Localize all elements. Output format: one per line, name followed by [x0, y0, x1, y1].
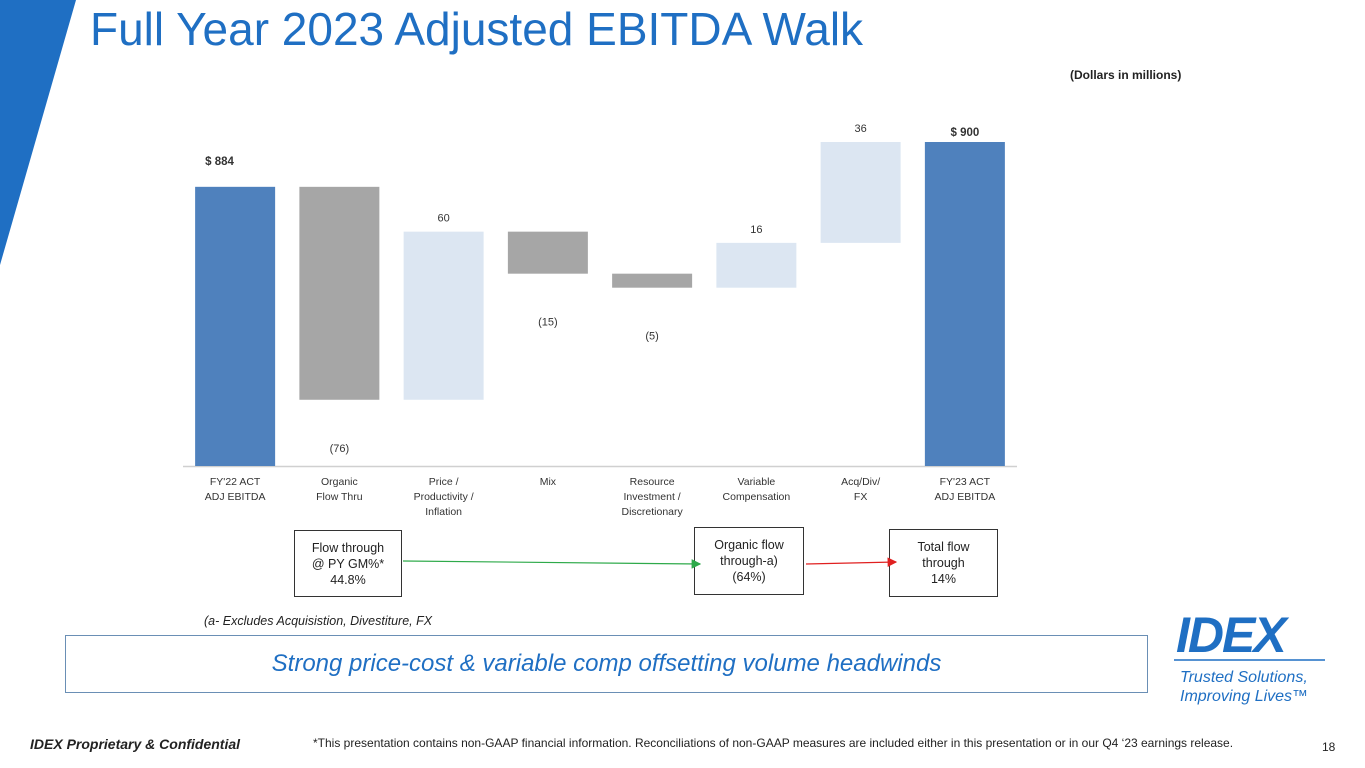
red-flow-arrow [805, 557, 898, 567]
takeaway-banner: Strong price-cost & variable comp offset… [65, 635, 1148, 693]
category-label-4-1: Investment / [624, 491, 681, 503]
confidential-label: IDEX Proprietary & Confidential [30, 736, 241, 752]
flow-box2-line2: through-a) [720, 554, 778, 568]
units-label: (Dollars in millions) [1070, 68, 1182, 82]
flow-box3-line3: 14% [930, 572, 957, 586]
flow-through-py-gm-box: Flow through @ PY GM%* 44.8% [294, 530, 402, 597]
total-flow-through-box: Total flow through 14% [889, 529, 998, 597]
data-label-2: 60 [438, 213, 450, 225]
data-label-7: $ 900 [950, 127, 979, 139]
category-label-4-2: Discretionary [621, 506, 683, 518]
takeaway-text: Strong price-cost & variable comp offset… [271, 650, 942, 677]
data-label-5: 16 [750, 224, 762, 236]
data-label-3: (15) [538, 317, 558, 329]
category-label-2-1: Productivity / [414, 491, 474, 503]
category-label-7-1: ADJ EBITDA [935, 491, 996, 503]
data-label-0: $ 884 [205, 156, 234, 168]
waterfall-bar-6 [820, 142, 901, 243]
page-number: 18 [1322, 740, 1336, 754]
category-label-3-0: Mix [540, 476, 557, 488]
tagline-line2: Improving Lives™ [1180, 688, 1309, 705]
waterfall-bar-4 [612, 273, 693, 288]
flow-box1-line1: Flow through [311, 540, 385, 555]
flow-box1-line3: 44.8% [330, 572, 366, 587]
category-label-7-0: FY'23 ACT [940, 476, 991, 488]
data-label-4: (5) [645, 331, 658, 343]
category-label-5-1: Compensation [723, 491, 791, 503]
waterfall-bar-7 [924, 142, 1005, 466]
data-label-1: (76) [330, 443, 350, 455]
category-label-6-0: Acq/Div/ [841, 476, 880, 488]
category-label-2-2: Inflation [425, 506, 462, 518]
logo-wordmark: IDEX [1176, 608, 1289, 663]
flow-box2-line1: Organic flow [714, 538, 784, 552]
category-label-5-0: Variable [738, 476, 776, 488]
category-label-1-1: Flow Thru [316, 491, 363, 503]
category-label-0-0: FY'22 ACT [210, 476, 261, 488]
tagline-line1: Trusted Solutions, [1180, 669, 1308, 686]
non-gaap-disclaimer: *This presentation contains non-GAAP fin… [313, 736, 1234, 750]
flow-box1-line2: @ PY GM%* [311, 556, 385, 571]
waterfall-bar-0 [195, 186, 276, 466]
flow-box3-line2: through [922, 556, 965, 570]
flow-box2-line3: (64%) [732, 570, 766, 584]
footnote: (a- Excludes Acquisistion, Divestiture, … [204, 614, 433, 628]
category-label-4-0: Resource [630, 476, 675, 488]
category-label-2-0: Price / [429, 476, 459, 488]
flow-box3-line1: Total flow [917, 540, 970, 554]
idex-logo: IDEX [1174, 608, 1325, 663]
waterfall-bar-1 [299, 186, 380, 400]
accent-stripe [0, 0, 76, 265]
page-title: Full Year 2023 Adjusted EBITDA Walk [90, 3, 864, 55]
category-label-1-0: Organic [321, 476, 358, 488]
category-label-0-1: ADJ EBITDA [205, 491, 266, 503]
category-label-6-1: FX [854, 491, 867, 503]
organic-flow-through-box: Organic flow through-a) (64%) [694, 527, 804, 595]
waterfall-bar-3 [507, 231, 588, 274]
green-flow-arrow [402, 559, 702, 569]
logo-tagline: Trusted Solutions, Improving Lives™ [1180, 668, 1308, 706]
waterfall-bar-5 [716, 242, 797, 288]
data-label-6: 36 [855, 123, 867, 135]
waterfall-bar-2 [403, 231, 484, 400]
